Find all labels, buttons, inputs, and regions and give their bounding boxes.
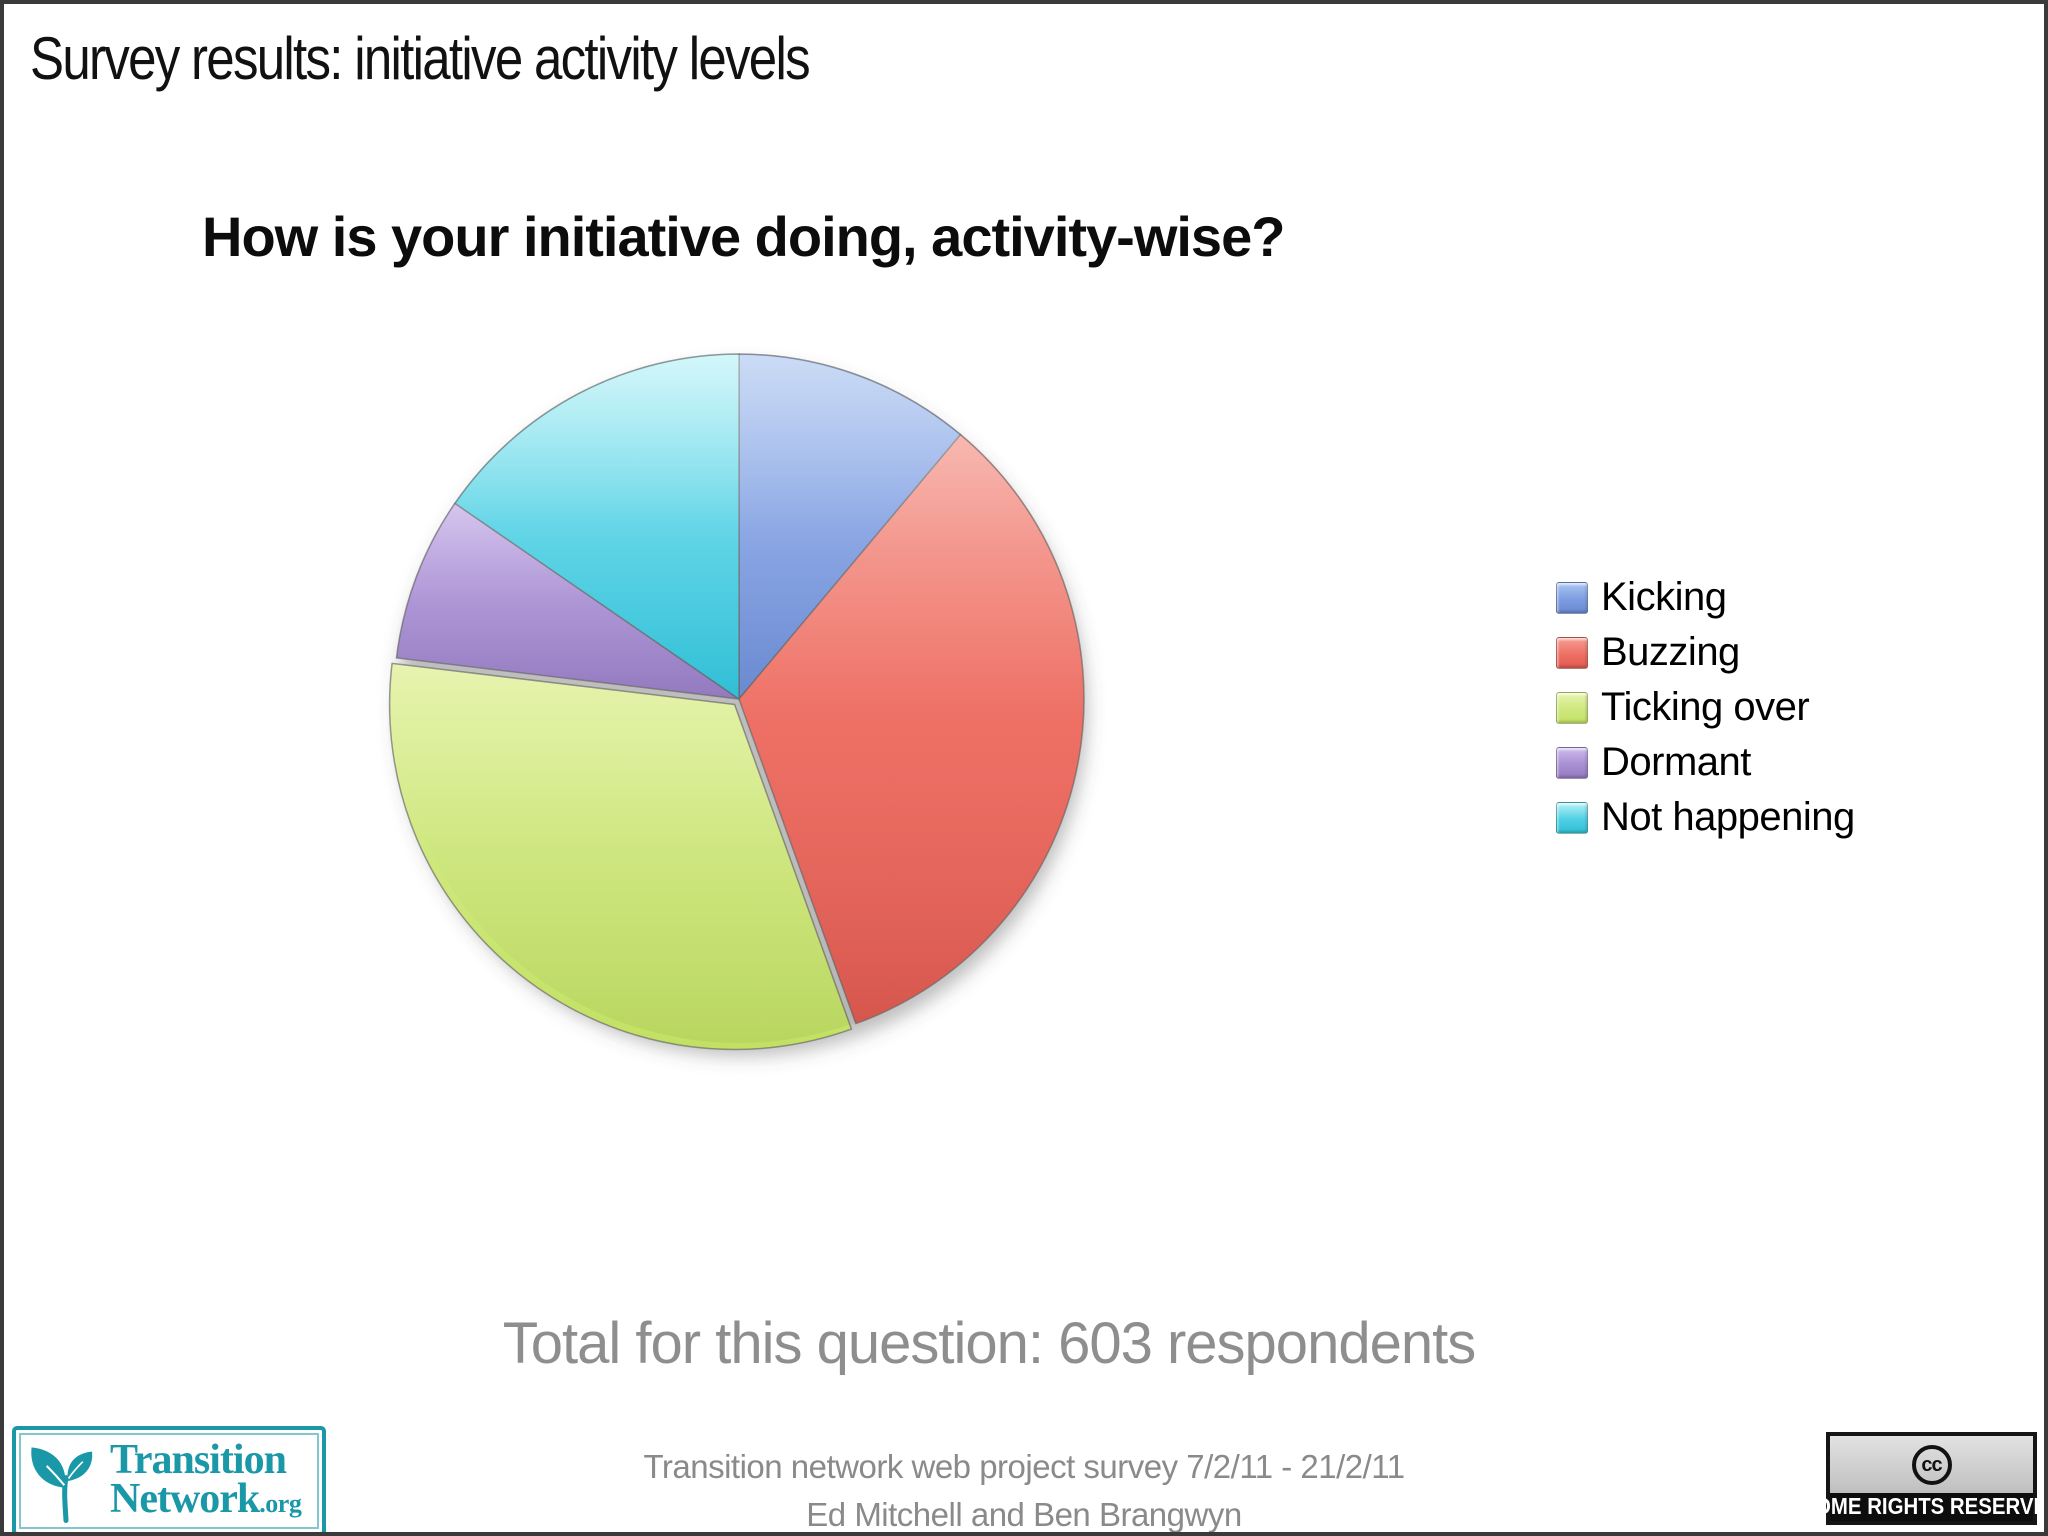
legend-swatch-icon xyxy=(1556,691,1588,724)
legend-item-ticking-over: Ticking over xyxy=(1556,680,1855,735)
legend-item-dormant: Dormant xyxy=(1556,735,1855,790)
cc-license-badge: cc SOME RIGHTS RESERVED xyxy=(1801,1432,2048,1525)
legend-item-kicking: Kicking xyxy=(1556,570,1855,625)
slide-title: Survey results: initiative activity leve… xyxy=(30,25,811,92)
legend-item-buzzing: Buzzing xyxy=(1556,625,1855,680)
logo-word-network: Network xyxy=(110,1476,260,1522)
cc-label: SOME RIGHTS RESERVED xyxy=(1801,1493,2048,1521)
leaf-icon xyxy=(31,1447,93,1523)
legend-swatch-icon xyxy=(1556,581,1588,614)
transition-network-logo: Transition Network.org xyxy=(12,1426,326,1532)
logo-text: Transition Network.org xyxy=(110,1437,302,1520)
legend-swatch-icon xyxy=(1556,636,1588,669)
logo-word-transition: Transition xyxy=(110,1437,287,1484)
legend-label: Kicking xyxy=(1601,575,1727,619)
legend-label: Not happening xyxy=(1601,795,1855,839)
cc-icon: cc xyxy=(1911,1444,1952,1485)
chart-title: How is your initiative doing, activity-w… xyxy=(202,205,1285,268)
total-respondents-note: Total for this question: 603 respondents xyxy=(502,1311,1476,1376)
legend-swatch-icon xyxy=(1556,746,1588,779)
legend-label: Buzzing xyxy=(1601,630,1740,674)
logo-org-suffix: .org xyxy=(259,1489,302,1518)
footer-authors: Ed Mitchell and Ben Brangwyn xyxy=(806,1496,1242,1533)
legend-item-not-happening: Not happening xyxy=(1556,790,1855,845)
legend-swatch-icon xyxy=(1556,801,1588,834)
legend-label: Dormant xyxy=(1601,740,1751,784)
cc-badge-top: cc xyxy=(1830,1436,2033,1493)
footer-survey-info: Transition network web project survey 7/… xyxy=(643,1448,1405,1485)
chart-legend: Kicking Buzzing Ticking over Dormant Not hap… xyxy=(1556,570,1855,845)
pie-chart xyxy=(388,353,1087,1056)
legend-label: Ticking over xyxy=(1601,685,1810,729)
